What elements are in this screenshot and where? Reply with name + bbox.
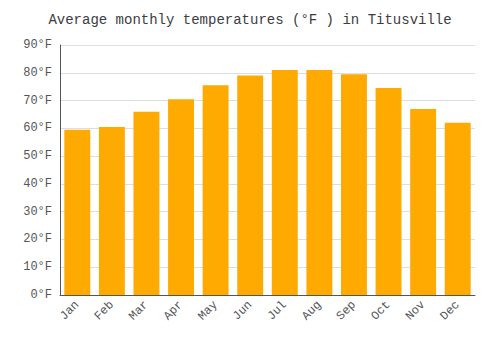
svg-text:0°F: 0°F [30, 288, 52, 302]
svg-text:Aug: Aug [299, 298, 324, 323]
svg-text:May: May [195, 298, 220, 323]
svg-text:Oct: Oct [368, 298, 393, 323]
svg-text:60°F: 60°F [23, 121, 52, 135]
svg-text:40°F: 40°F [23, 177, 52, 191]
svg-text:Nov: Nov [403, 298, 428, 323]
svg-text:Sep: Sep [334, 298, 359, 323]
svg-text:10°F: 10°F [23, 260, 52, 274]
svg-text:Dec: Dec [438, 298, 463, 323]
svg-text:Feb: Feb [92, 298, 117, 323]
svg-text:70°F: 70°F [23, 94, 52, 108]
svg-text:80°F: 80°F [23, 66, 52, 80]
svg-text:Jul: Jul [265, 298, 290, 323]
svg-text:50°F: 50°F [23, 149, 52, 163]
svg-text:Average monthly temperatures (: Average monthly temperatures (°F ) in Ti… [48, 12, 451, 28]
svg-text:Mar: Mar [126, 298, 151, 323]
svg-text:Apr: Apr [161, 298, 186, 323]
svg-text:Jun: Jun [230, 298, 255, 323]
svg-text:20°F: 20°F [23, 232, 52, 246]
svg-text:Jan: Jan [57, 298, 82, 323]
svg-text:30°F: 30°F [23, 205, 52, 219]
svg-text:90°F: 90°F [23, 38, 52, 52]
